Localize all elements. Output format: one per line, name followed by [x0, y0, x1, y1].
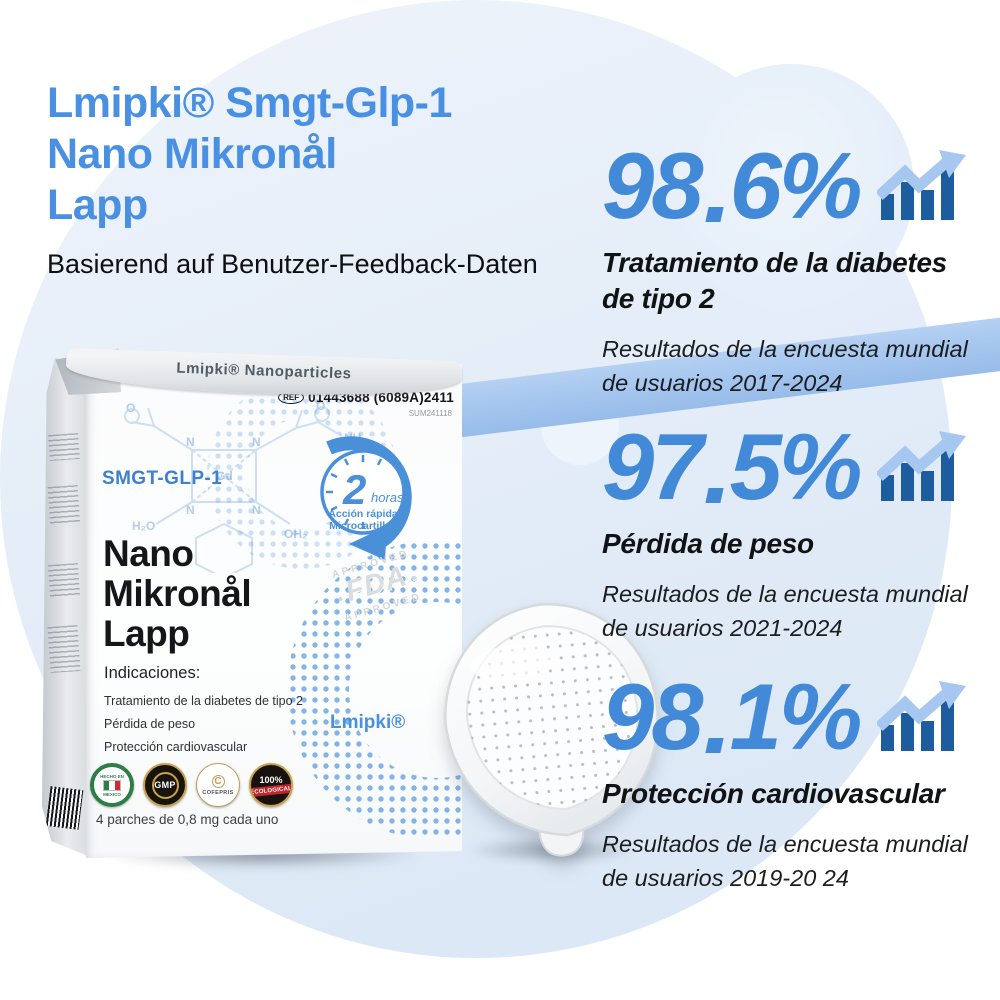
- cofepris-badge-label: COFEPRIS: [202, 789, 234, 796]
- product-box: N N N N Gd O O NH H₂O OH₂: [42, 348, 463, 860]
- box-side-panel: [42, 358, 88, 856]
- page-title-line2: Nano Mikronål: [47, 130, 337, 178]
- indication-item: Protección cardiovascular: [104, 740, 248, 754]
- header: Lmipki® Smgt-Glp-1 Nano Mikronål Lapp Ba…: [47, 78, 538, 280]
- atom-label: N: [186, 435, 195, 449]
- clock-number: 2: [342, 466, 366, 513]
- product-name: Nano Mikronål Lapp: [103, 533, 252, 654]
- stat-number-row: 98 1%: [602, 664, 998, 769]
- page-title-line1: Lmipki® Smgt-Glp-1: [47, 79, 452, 127]
- stat-decimal-dot: [704, 207, 724, 222]
- atom-label: N: [186, 503, 195, 517]
- box-front-panel: N N N N Gd O O NH H₂O OH₂: [84, 364, 462, 858]
- barcode: [45, 786, 84, 830]
- brand-label: Lmipki®: [330, 712, 406, 733]
- stat-decimal-dot: [704, 488, 724, 503]
- stat-value-dec: 1%: [729, 664, 863, 769]
- growth-chart-icon: [877, 681, 967, 751]
- indications-list: Indicaciones: Tratamiento de la diabetes…: [104, 664, 303, 759]
- stat-value-dec: 5%: [729, 414, 863, 519]
- molecule-name-label: SMGT-GLP-1: [102, 468, 223, 489]
- cofepris-badge: C COFEPRIS: [196, 763, 240, 807]
- side-fine-print: [48, 432, 80, 462]
- growth-chart-icon: [877, 150, 967, 220]
- stat-value-int: 98: [602, 133, 704, 238]
- ecological-badge-top: 100%: [259, 775, 283, 785]
- side-fine-print: [47, 625, 81, 673]
- stat-block-diabetes: 98 6% Tratamiento de la diabetes de tipo…: [602, 133, 998, 400]
- stat-value-dec: 6%: [729, 133, 863, 238]
- indication-item: Tratamiento de la diabetes de tipo 2: [104, 694, 303, 708]
- stat-number-row: 98 6%: [602, 133, 998, 238]
- ecological-badge: 100% ECOLOGICAL: [249, 763, 293, 807]
- cofepris-logo: C: [211, 774, 225, 788]
- stat-title: Tratamiento de la diabetes de tipo 2: [602, 247, 947, 314]
- product-name-line1: Nano: [103, 533, 194, 574]
- atom-label: O: [126, 401, 135, 415]
- mexico-flag-icon: [103, 779, 121, 791]
- dose-note: 4 parches de 0,8 mg cada uno: [96, 812, 279, 827]
- indication-item: Pérdida de peso: [104, 717, 196, 731]
- clock-line2: Microcartillas: [329, 520, 397, 532]
- stat-subtitle: Resultados de la encuesta mundial de usu…: [602, 831, 968, 891]
- mexico-badge-bottom: MEXICO: [103, 791, 121, 797]
- fast-action-clock-icon: 2 horas Acción rápida Microcartillas: [320, 436, 412, 560]
- stat-title: Pérdida de peso: [602, 528, 814, 559]
- mexico-badge-top: HECHO EN: [100, 773, 124, 779]
- product-name-line2: Mikronål: [103, 573, 252, 614]
- indications-title: Indicaciones:: [104, 664, 201, 682]
- clock-line1: Acción rápida: [328, 508, 398, 520]
- box-flap-label: Lmipki® Nanoparticles: [176, 359, 352, 383]
- product-name-line3: Lapp: [103, 613, 190, 654]
- ecological-badge-band: ECOLOGICAL: [251, 783, 291, 798]
- halftone-ring-main: [287, 540, 462, 840]
- microneedle-patch: [444, 603, 659, 857]
- side-fine-print: [47, 562, 81, 600]
- stat-block-weight-loss: 97 5% Pérdida de peso Resultados de la e…: [602, 414, 998, 645]
- certification-badges: HECHO EN MEXICO GMP C COFEPRIS 100%: [90, 763, 293, 807]
- stat-block-cardio: 98 1% Protección cardiovascular Resultad…: [602, 664, 998, 895]
- stat-number-row: 97 5%: [602, 414, 998, 519]
- atom-label: H₂O: [132, 519, 155, 533]
- hecho-en-mexico-badge: HECHO EN MEXICO: [90, 763, 134, 807]
- stat-subtitle: Resultados de la encuesta mundial de usu…: [602, 581, 968, 641]
- stat-title: Protección cardiovascular: [602, 778, 945, 809]
- page-title-line3: Lapp: [47, 181, 148, 229]
- gmp-badge: GMP: [143, 763, 187, 807]
- growth-chart-icon: [877, 431, 967, 501]
- ref-sub-code: SUM241118: [408, 409, 452, 418]
- background-circle-top-right: [668, 64, 914, 310]
- stat-decimal-dot: [704, 738, 724, 753]
- clock-unit: horas: [371, 490, 404, 505]
- side-fine-print: [47, 485, 81, 527]
- stat-value-int: 98: [602, 664, 704, 769]
- stat-subtitle: Resultados de la encuesta mundial de usu…: [602, 336, 968, 396]
- stat-value-int: 97: [602, 414, 704, 519]
- page-subtitle: Basierend auf Benutzer-Feedback-Daten: [47, 249, 538, 279]
- gmp-badge-label: GMP: [154, 780, 176, 790]
